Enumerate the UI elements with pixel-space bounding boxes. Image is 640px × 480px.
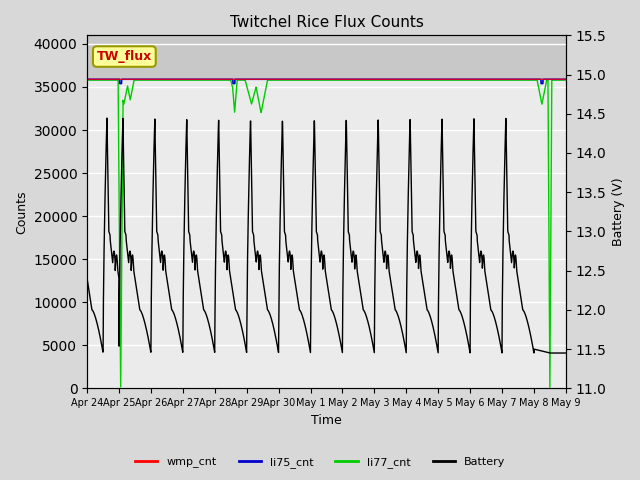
Title: Twitchel Rice Flux Counts: Twitchel Rice Flux Counts xyxy=(230,15,424,30)
Text: TW_flux: TW_flux xyxy=(97,50,152,63)
Bar xyxy=(87,36,566,77)
Legend: wmp_cnt, li75_cnt, li77_cnt, Battery: wmp_cnt, li75_cnt, li77_cnt, Battery xyxy=(131,452,509,472)
Y-axis label: Counts: Counts xyxy=(15,190,28,234)
Y-axis label: Battery (V): Battery (V) xyxy=(612,178,625,246)
X-axis label: Time: Time xyxy=(311,414,342,427)
